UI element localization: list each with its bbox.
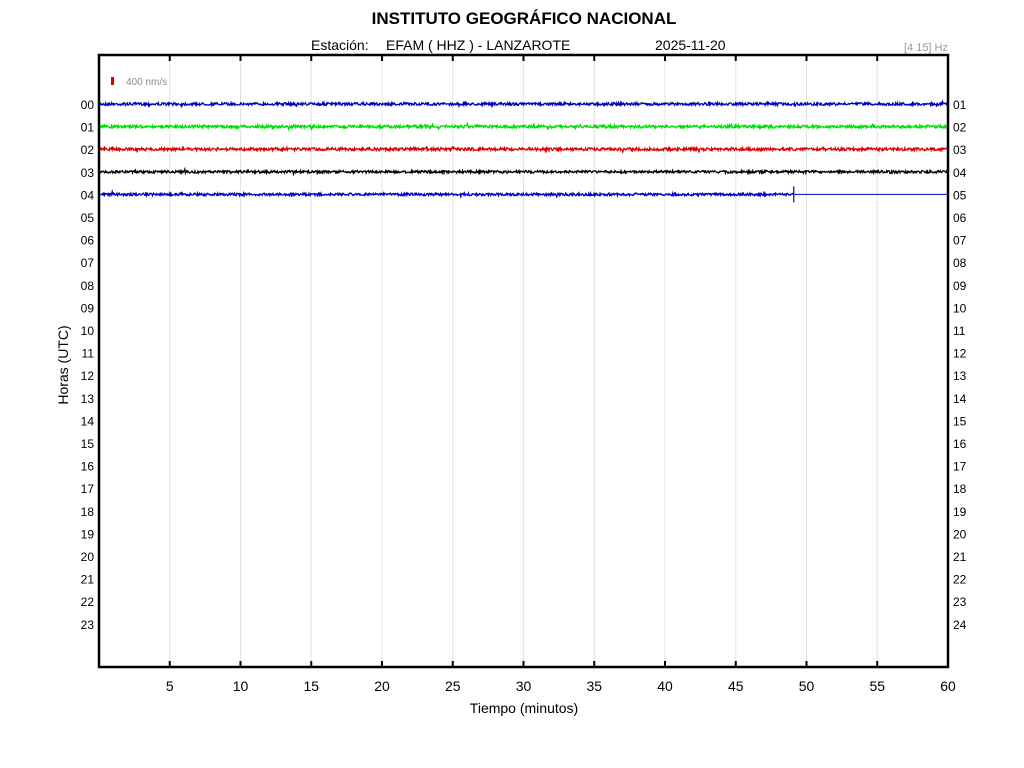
x-tick-label: 25 <box>445 678 461 694</box>
trace-hour-04 <box>98 189 794 200</box>
date-label: 2025-11-20 <box>655 37 726 53</box>
x-tick-label: 40 <box>657 678 673 694</box>
x-tick-label: 15 <box>303 678 319 694</box>
hour-label-left: 01 <box>81 121 95 135</box>
hour-label-right: 23 <box>953 595 967 609</box>
hour-label-right: 21 <box>953 550 967 564</box>
hour-label-left: 12 <box>81 369 95 383</box>
hour-label-left: 16 <box>81 460 95 474</box>
x-tick-label: 60 <box>940 678 956 694</box>
hour-label-left: 22 <box>81 595 95 609</box>
hour-label-left: 18 <box>81 505 95 519</box>
hour-label-left: 19 <box>81 527 95 541</box>
trace-hour-00 <box>98 99 949 109</box>
hour-label-right: 01 <box>953 98 967 112</box>
station-name: EFAM ( HHZ ) - LANZAROTE <box>386 37 571 53</box>
hour-label-left: 08 <box>81 279 95 293</box>
hour-label-left: 02 <box>81 143 95 157</box>
hour-label-left: 00 <box>81 98 95 112</box>
x-tick-label: 20 <box>374 678 390 694</box>
scale-label: 400 nm/s <box>126 77 167 88</box>
hour-label-right: 24 <box>953 618 967 632</box>
hour-label-left: 14 <box>81 414 95 428</box>
hour-label-right: 03 <box>953 143 967 157</box>
hour-label-right: 11 <box>953 324 966 338</box>
chart-title: INSTITUTO GEOGRÁFICO NACIONAL <box>371 9 677 28</box>
hour-label-right: 14 <box>953 392 967 406</box>
hour-label-right: 04 <box>953 166 967 180</box>
station-label: Estación: <box>311 37 369 53</box>
hour-label-right: 02 <box>953 121 967 135</box>
hour-label-left: 20 <box>81 550 95 564</box>
hour-label-right: 07 <box>953 234 967 248</box>
hour-label-left: 15 <box>81 437 95 451</box>
hour-label-left: 04 <box>81 188 95 202</box>
hour-label-left: 09 <box>81 301 95 315</box>
hour-label-right: 06 <box>953 211 967 225</box>
hour-label-left: 11 <box>82 347 95 361</box>
x-tick-label: 35 <box>586 678 602 694</box>
hour-label-right: 05 <box>953 188 967 202</box>
hour-label-right: 08 <box>953 256 967 270</box>
hour-label-right: 15 <box>953 414 967 428</box>
hour-label-left: 13 <box>81 392 95 406</box>
hour-label-left: 17 <box>81 482 95 496</box>
hour-label-left: 23 <box>81 618 95 632</box>
hour-label-right: 19 <box>953 505 967 519</box>
hour-label-right: 22 <box>953 573 967 587</box>
hour-label-left: 21 <box>81 573 95 587</box>
x-tick-label: 45 <box>728 678 744 694</box>
hour-label-left: 03 <box>81 166 95 180</box>
hour-label-right: 17 <box>953 460 967 474</box>
hour-label-right: 12 <box>953 347 967 361</box>
x-tick-label: 50 <box>799 678 815 694</box>
x-tick-label: 55 <box>869 678 885 694</box>
hour-label-right: 16 <box>953 437 967 451</box>
hour-label-left: 05 <box>81 211 95 225</box>
x-tick-label: 30 <box>516 678 532 694</box>
filter-band-label: [4 15] Hz <box>903 42 948 54</box>
hour-label-right: 09 <box>953 279 967 293</box>
hour-label-right: 10 <box>953 301 967 315</box>
hour-label-right: 20 <box>953 527 967 541</box>
x-tick-label: 10 <box>233 678 249 694</box>
hour-label-right: 18 <box>953 482 967 496</box>
hour-label-left: 07 <box>81 256 95 270</box>
plot-frame <box>97 53 950 669</box>
scale-marker <box>111 77 114 85</box>
hour-label-left: 06 <box>81 234 95 248</box>
trace-hour-03 <box>98 166 948 177</box>
x-tick-label: 5 <box>166 678 174 694</box>
trace-hour-02 <box>98 145 948 155</box>
hour-label-right: 13 <box>953 369 967 383</box>
trace-hour-01 <box>98 121 948 132</box>
hour-label-left: 10 <box>81 324 95 338</box>
x-axis-label: Tiempo (minutos) <box>469 700 579 716</box>
